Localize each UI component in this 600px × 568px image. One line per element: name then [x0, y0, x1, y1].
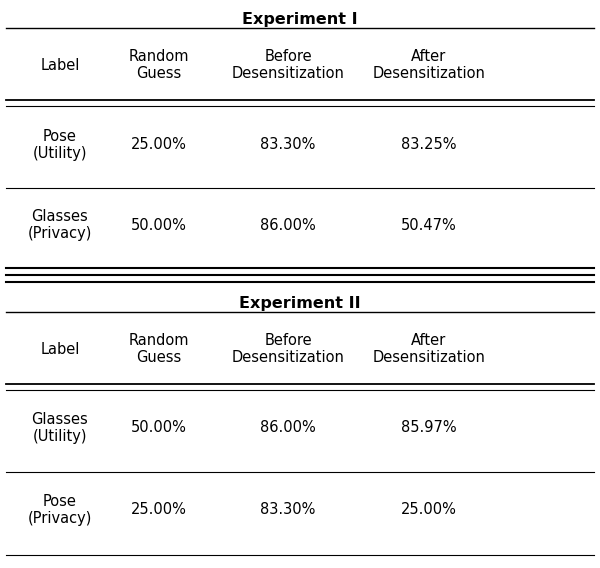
- Text: 86.00%: 86.00%: [260, 420, 316, 436]
- Text: Before
Desensitization: Before Desensitization: [232, 333, 344, 365]
- Text: Pose
(Utility): Pose (Utility): [33, 129, 87, 161]
- Text: 50.47%: 50.47%: [401, 218, 457, 232]
- Text: Experiment I: Experiment I: [242, 12, 358, 27]
- Text: Experiment II: Experiment II: [239, 296, 361, 311]
- Text: 85.97%: 85.97%: [401, 420, 457, 436]
- Text: 50.00%: 50.00%: [131, 218, 187, 232]
- Text: Glasses
(Privacy): Glasses (Privacy): [28, 209, 92, 241]
- Text: 83.30%: 83.30%: [260, 137, 316, 152]
- Text: Label: Label: [40, 341, 80, 357]
- Text: Random
Guess: Random Guess: [129, 333, 189, 365]
- Text: 83.30%: 83.30%: [260, 503, 316, 517]
- Text: 50.00%: 50.00%: [131, 420, 187, 436]
- Text: 25.00%: 25.00%: [401, 503, 457, 517]
- Text: Random
Guess: Random Guess: [129, 49, 189, 81]
- Text: 25.00%: 25.00%: [131, 503, 187, 517]
- Text: 25.00%: 25.00%: [131, 137, 187, 152]
- Text: Before
Desensitization: Before Desensitization: [232, 49, 344, 81]
- Text: 83.25%: 83.25%: [401, 137, 457, 152]
- Text: Label: Label: [40, 57, 80, 73]
- Text: Pose
(Privacy): Pose (Privacy): [28, 494, 92, 526]
- Text: After
Desensitization: After Desensitization: [373, 333, 485, 365]
- Text: Glasses
(Utility): Glasses (Utility): [32, 412, 88, 444]
- Text: 86.00%: 86.00%: [260, 218, 316, 232]
- Text: After
Desensitization: After Desensitization: [373, 49, 485, 81]
